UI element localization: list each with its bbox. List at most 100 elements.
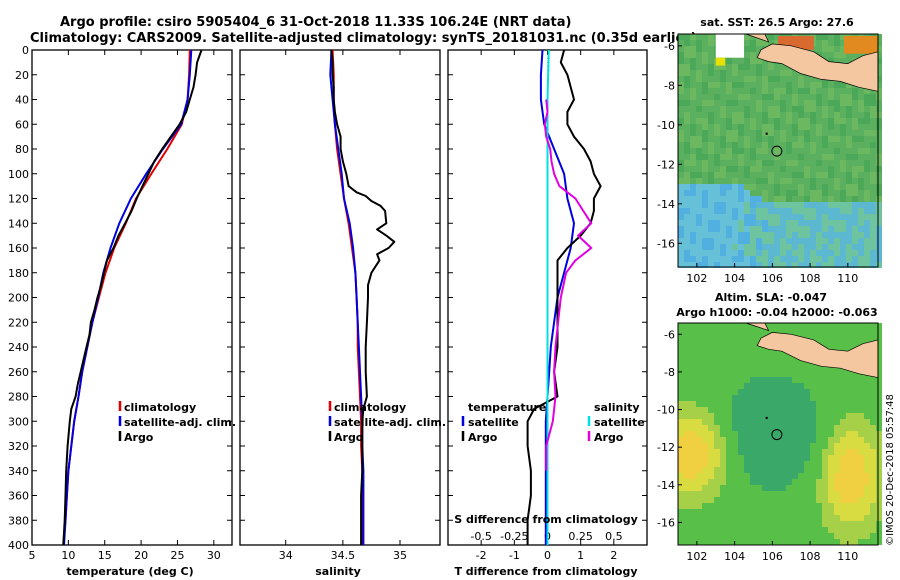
map-cell bbox=[828, 124, 834, 130]
map-cell bbox=[876, 202, 882, 208]
map-cell bbox=[720, 419, 726, 425]
map-cell bbox=[768, 371, 774, 377]
map-cell bbox=[846, 413, 852, 419]
map-cell bbox=[810, 509, 816, 515]
map-cell bbox=[756, 509, 762, 515]
map-cell bbox=[684, 94, 690, 100]
map-cell bbox=[720, 220, 726, 226]
map-cell bbox=[846, 383, 852, 389]
map-cell bbox=[816, 88, 822, 94]
map-cell bbox=[852, 389, 858, 395]
map-cell bbox=[828, 202, 834, 208]
map-cell bbox=[720, 244, 726, 250]
map-cell bbox=[714, 449, 720, 455]
map-cell bbox=[714, 196, 720, 202]
map-cell bbox=[708, 347, 714, 353]
map-cell bbox=[864, 250, 870, 256]
map-cell bbox=[744, 371, 750, 377]
map-cell bbox=[828, 497, 834, 503]
map-cell bbox=[714, 124, 720, 130]
map-cell bbox=[798, 539, 804, 545]
map-cell bbox=[792, 154, 798, 160]
map-cell bbox=[726, 455, 732, 461]
map-cell bbox=[726, 341, 732, 347]
map-x-tick-label: 106 bbox=[762, 272, 783, 285]
map-cell bbox=[678, 347, 684, 353]
map-cell bbox=[864, 160, 870, 166]
map-cell bbox=[684, 329, 690, 335]
map-cell bbox=[810, 377, 816, 383]
map-cell bbox=[756, 46, 762, 52]
map-cell bbox=[708, 250, 714, 256]
map-cell bbox=[684, 214, 690, 220]
map-cell bbox=[696, 371, 702, 377]
map-cell bbox=[768, 329, 774, 335]
map-cell bbox=[720, 437, 726, 443]
map-cell bbox=[708, 112, 714, 118]
map-cell bbox=[738, 58, 744, 64]
map-cell bbox=[834, 124, 840, 130]
map-cell bbox=[774, 154, 780, 160]
map-cell bbox=[744, 184, 750, 190]
map-cell bbox=[828, 443, 834, 449]
map-cell bbox=[750, 455, 756, 461]
map-cell bbox=[828, 58, 834, 64]
map-cell bbox=[792, 485, 798, 491]
map-cell bbox=[852, 491, 858, 497]
map-cell bbox=[840, 238, 846, 244]
map-cell bbox=[840, 142, 846, 148]
map-cell bbox=[762, 347, 768, 353]
map-cell bbox=[858, 425, 864, 431]
map-cell bbox=[750, 226, 756, 232]
map-cell bbox=[690, 232, 696, 238]
map-cell bbox=[780, 106, 786, 112]
map-cell bbox=[786, 515, 792, 521]
map-cell bbox=[768, 94, 774, 100]
map-cell bbox=[708, 389, 714, 395]
difference-panel: -2 -1 0 1 2-0.5 -0.25 0 0.25 0.5 bbox=[447, 49, 648, 562]
map-cell bbox=[762, 401, 768, 407]
map-cell bbox=[864, 220, 870, 226]
map-cell bbox=[840, 178, 846, 184]
map-cell bbox=[678, 106, 684, 112]
map-cell bbox=[876, 34, 882, 40]
map-cell bbox=[756, 503, 762, 509]
map-cell bbox=[744, 220, 750, 226]
map-cell bbox=[816, 82, 822, 88]
map-cell bbox=[846, 208, 852, 214]
map-cell bbox=[684, 419, 690, 425]
map-cell bbox=[708, 467, 714, 473]
map-cell bbox=[810, 437, 816, 443]
map-cell bbox=[726, 178, 732, 184]
map-cell bbox=[822, 208, 828, 214]
map-cell bbox=[684, 40, 690, 46]
map-cell bbox=[708, 184, 714, 190]
map-cell bbox=[864, 413, 870, 419]
map-cell bbox=[792, 497, 798, 503]
map-cell bbox=[840, 455, 846, 461]
map-cell bbox=[702, 160, 708, 166]
map-cell bbox=[690, 196, 696, 202]
map-cell bbox=[768, 154, 774, 160]
map-cell bbox=[750, 389, 756, 395]
map-cell bbox=[738, 407, 744, 413]
map-cell bbox=[726, 365, 732, 371]
map-cell bbox=[876, 244, 882, 250]
map-cell bbox=[780, 533, 786, 539]
map-cell bbox=[678, 509, 684, 515]
map-cell bbox=[870, 521, 876, 527]
map-cell bbox=[690, 226, 696, 232]
map-cell bbox=[696, 527, 702, 533]
map-cell bbox=[684, 34, 690, 40]
map-cell bbox=[732, 395, 738, 401]
map-cell bbox=[702, 82, 708, 88]
map-cell bbox=[822, 479, 828, 485]
map-cell bbox=[768, 419, 774, 425]
map-cell bbox=[744, 226, 750, 232]
map-cell bbox=[870, 202, 876, 208]
map-cell bbox=[702, 329, 708, 335]
map-cell bbox=[762, 124, 768, 130]
map-cell bbox=[702, 383, 708, 389]
map-cell bbox=[810, 136, 816, 142]
map-cell bbox=[684, 88, 690, 94]
